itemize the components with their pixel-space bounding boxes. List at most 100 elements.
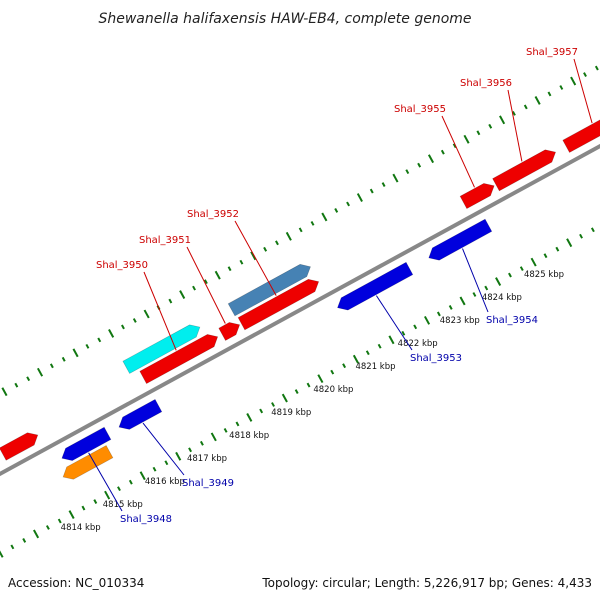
tick-dot — [566, 238, 573, 248]
gene-label-Shal_3948: Shal_3948 — [120, 514, 172, 525]
gene-arrow-orange-outer — [62, 445, 114, 480]
gene-label-Shal_3952: Shal_3952 — [187, 209, 239, 220]
tick-dot — [594, 65, 599, 71]
tick-dot — [484, 285, 489, 291]
tick-dot — [346, 201, 350, 207]
tick-dot — [534, 96, 541, 105]
tick-dot — [1, 387, 8, 397]
tick-dot — [459, 296, 466, 306]
tick-dot — [377, 343, 382, 349]
tick-dot — [388, 335, 395, 345]
tick-dot-lines — [0, 65, 599, 558]
gene-label-Shal_3949: Shal_3949 — [182, 478, 234, 489]
gene-arrow-Shal_3951 — [218, 322, 241, 341]
tick-dot — [72, 348, 79, 358]
tick-dot — [440, 149, 445, 155]
label-leader-line — [142, 422, 185, 476]
map-title: Shewanella halifaxensis HAW-EB4, complet… — [98, 11, 471, 27]
tick-dot — [49, 363, 54, 369]
tick-dot — [214, 270, 221, 280]
tick-dot — [128, 479, 133, 485]
tick-dot — [317, 374, 324, 384]
tick-dot — [543, 253, 548, 259]
tick-dot — [188, 447, 193, 453]
backbone-line — [0, 143, 600, 477]
kbp-tick-label: 4824 kbp — [482, 293, 522, 303]
kbp-tick-label: 4818 kbp — [229, 431, 269, 441]
tick-dot — [164, 460, 169, 466]
tick-dot — [227, 266, 232, 272]
tick-dot — [117, 486, 121, 492]
tick-dot — [223, 427, 228, 433]
tick-dot — [275, 240, 279, 246]
gene-arrow-Shal_3950 — [139, 334, 219, 385]
gene-arrow-Shal_3954 — [428, 218, 493, 261]
tick-dot — [463, 134, 470, 144]
label-leader-line — [186, 246, 226, 324]
tick-dot — [0, 550, 4, 558]
tick-dot — [452, 143, 457, 149]
tick-dot — [61, 356, 66, 362]
tick-dot — [57, 518, 62, 524]
label-leader-line — [143, 271, 177, 351]
tick-dot — [342, 363, 347, 369]
tick-dot — [401, 330, 406, 336]
tick-dot — [81, 505, 86, 511]
tick-dot — [555, 246, 560, 252]
tick-dot — [511, 110, 516, 116]
tick-dot — [143, 309, 150, 319]
kbp-tick-label: 4825 kbp — [524, 270, 564, 280]
tick-dot — [570, 76, 577, 86]
tick-dot — [179, 290, 186, 300]
label-leader-line — [88, 452, 123, 512]
gene-arrow-Shal_3952 — [237, 278, 320, 331]
tick-dot — [310, 220, 315, 226]
tick-dot — [26, 376, 31, 382]
tick-dot — [132, 318, 137, 323]
kbp-tick-label: 4823 kbp — [440, 316, 480, 326]
tick-dot — [14, 382, 19, 388]
tick-dot — [235, 421, 240, 427]
tick-dot — [356, 193, 363, 202]
tick-dot — [583, 72, 587, 77]
tick-dot — [175, 451, 182, 461]
gene-arrow-Shal_3957 — [562, 119, 600, 153]
tick-dot — [285, 231, 292, 241]
accession-text: Accession: NC_010334 — [8, 576, 144, 590]
kbp-scale: 4814 kbp 4815 kbp 4816 kbp 4817 kbp 4818 kbp… — [61, 270, 564, 533]
kbp-tick-label: 4820 kbp — [313, 385, 353, 395]
tick-dot — [330, 369, 335, 375]
tick-dot — [85, 343, 90, 349]
tick-dot — [199, 440, 204, 446]
tick-dot — [192, 285, 196, 291]
label-leader-line — [462, 248, 489, 313]
tick-dot — [436, 311, 441, 317]
gene-label-Shal_3955: Shal_3955 — [394, 104, 446, 115]
kbp-tick-label: 4814 kbp — [61, 523, 101, 533]
gene-label-Shal_3956: Shal_3956 — [460, 78, 512, 89]
tick-dot — [413, 324, 418, 330]
gene-arrow-steel-outer — [227, 263, 311, 317]
tick-dot — [263, 246, 268, 252]
tick-dot — [334, 208, 339, 213]
tick-dot — [271, 402, 275, 407]
label-leader-line — [441, 115, 475, 188]
tick-dot — [579, 233, 583, 239]
tick-dot — [499, 115, 506, 125]
tick-dot — [33, 529, 40, 539]
label-leader-line — [375, 295, 413, 351]
label-leader-line — [234, 220, 277, 296]
tick-dot — [22, 538, 27, 543]
tick-dot — [392, 173, 399, 183]
tick-dot — [108, 328, 115, 338]
kbp-tick-label: 4816 kbp — [145, 477, 185, 487]
gene-label-Shal_3951: Shal_3951 — [139, 235, 191, 246]
genome-backbone — [0, 143, 600, 477]
tick-dot — [36, 367, 44, 377]
gene-features — [0, 119, 600, 480]
label-leader-line — [507, 89, 523, 162]
tick-dot — [352, 354, 359, 364]
topology-info-text: Topology: circular; Length: 5,226,917 bp… — [261, 576, 592, 590]
gene-arrow-forward-0 — [0, 432, 39, 461]
